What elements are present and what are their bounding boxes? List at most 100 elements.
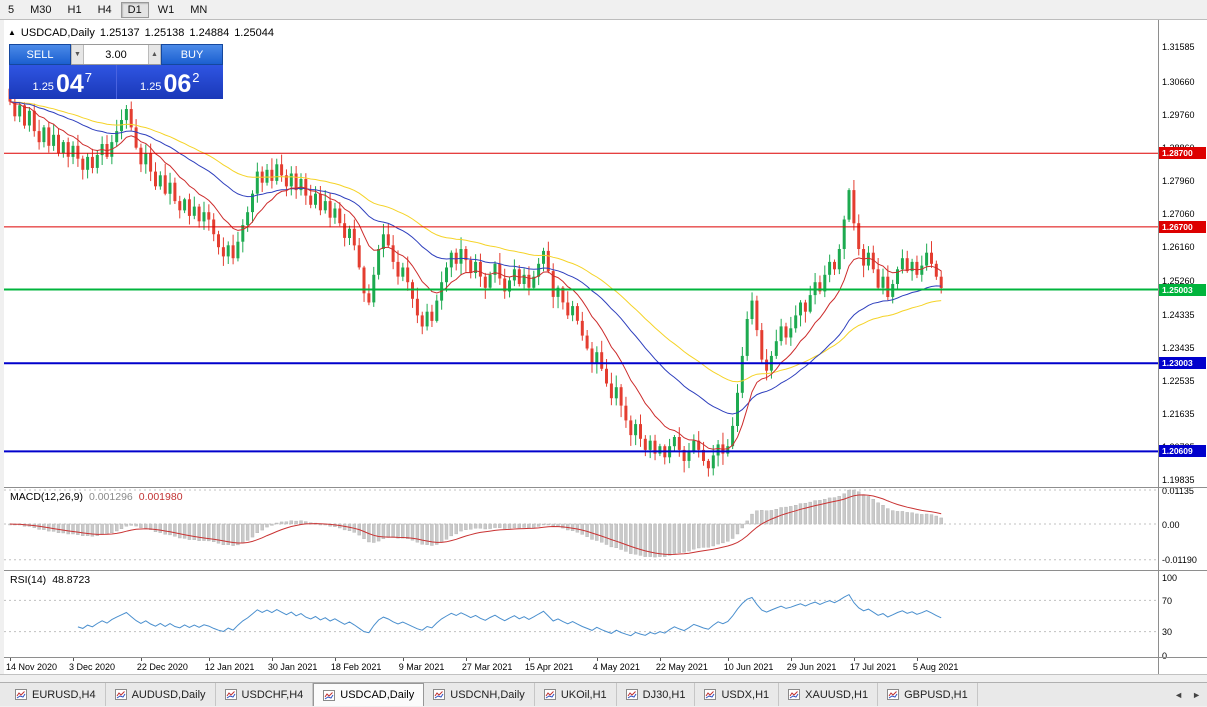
- price-axis-label: 1.21635: [1162, 409, 1195, 420]
- rsi-axis-label: 0: [1162, 650, 1168, 661]
- macd-signal-value: 0.001980: [138, 491, 183, 503]
- ask-price-sup: 2: [192, 70, 200, 85]
- bid-price-panel[interactable]: 1.25 04 7: [9, 65, 117, 99]
- price-axis-label: 1.19835: [1162, 475, 1195, 486]
- date-tick: [271, 658, 273, 661]
- rsi-title-text: RSI(14): [10, 574, 47, 586]
- timeframe-button-h4[interactable]: H4: [97, 3, 112, 16]
- rsi-axis-label: 70: [1162, 595, 1173, 606]
- chart-icon: [224, 689, 237, 700]
- price-axis-label: 1.22535: [1162, 375, 1195, 386]
- price-level-badge: 1.20609: [1159, 445, 1206, 458]
- price-axis-label: 1.30660: [1162, 76, 1195, 87]
- tab-label: XAUUSD,H1: [805, 688, 869, 701]
- volume-up-icon[interactable]: ▲: [148, 45, 161, 64]
- date-axis-label: 4 May 2021: [592, 662, 640, 672]
- tabs-scroll-left-button[interactable]: ◄: [1174, 690, 1184, 700]
- date-tick: [10, 658, 11, 661]
- chart-tab-eurusd[interactable]: EURUSD,H4: [6, 683, 106, 706]
- timeframe-button-5[interactable]: 5: [8, 3, 15, 16]
- price-level-badge: 1.28700: [1159, 147, 1206, 160]
- sell-button[interactable]: SELL: [9, 44, 71, 65]
- one-click-trading-widget: SELL ▼ 3.00 ▲ BUY 1.25 04 7 1.25 06 2: [9, 44, 223, 99]
- volume-down-icon[interactable]: ▼: [71, 45, 84, 64]
- price-axis-label: 1.26160: [1162, 242, 1195, 253]
- rsi-axis-label: 100: [1162, 572, 1178, 583]
- date-tick: [140, 658, 142, 661]
- widget-collapse-icon[interactable]: ▲: [8, 27, 16, 37]
- price-axis-label: 1.25260: [1162, 275, 1195, 286]
- quote-close: 1.25044: [234, 27, 274, 39]
- price-level-badge: 1.25003: [1159, 283, 1206, 296]
- chart-tab-ukoil[interactable]: UKOil,H1: [535, 683, 617, 706]
- chart-icon: [704, 689, 717, 700]
- chart-tab-gbpusd[interactable]: GBPUSD,H1: [878, 683, 978, 706]
- price-axis-label: 1.27060: [1162, 209, 1195, 220]
- ask-price-panel[interactable]: 1.25 06 2: [116, 65, 223, 99]
- quote-open: 1.25137: [99, 27, 140, 39]
- panel-separator[interactable]: [4, 487, 1207, 488]
- tab-label: AUDUSD,Daily: [131, 688, 206, 701]
- date-tick: [853, 658, 855, 661]
- tabs-scroll-right-button[interactable]: ►: [1192, 690, 1201, 700]
- chart-symbol-label: USDCAD,Daily: [20, 27, 95, 39]
- chart-background: [4, 20, 1207, 674]
- price-axis-label: 1.29760: [1162, 109, 1195, 120]
- chart-icon: [114, 689, 127, 700]
- chart-tab-xauusd[interactable]: XAUUSD,H1: [779, 683, 879, 706]
- chart-ohlc-line: ▲ USDCAD,Daily 1.25137 1.25138 1.24884 1…: [8, 27, 274, 39]
- ma-line-12: [9, 101, 942, 450]
- date-tick: [727, 658, 729, 661]
- chart-icon: [887, 689, 900, 700]
- date-axis-label: 27 Mar 2021: [461, 662, 513, 672]
- timeframe-button-m30[interactable]: M30: [30, 3, 52, 16]
- chart-tab-usdcnh[interactable]: USDCNH,Daily: [424, 683, 535, 706]
- timeframe-button-w1[interactable]: W1: [157, 3, 175, 16]
- tab-label: EURUSD,H4: [32, 688, 96, 701]
- date-axis-label: 30 Jan 2021: [267, 662, 318, 672]
- date-axis-label: 15 Apr 2021: [524, 662, 574, 672]
- panel-separator: [4, 657, 1207, 658]
- chart-tab-usdx[interactable]: USDX,H1: [695, 683, 780, 706]
- macd-panel-canvas[interactable]: [4, 488, 1158, 570]
- chart-icon: [788, 689, 801, 700]
- timeframe-button-mn[interactable]: MN: [190, 3, 208, 16]
- timeframe-button-h1[interactable]: H1: [67, 3, 82, 16]
- price-chart-canvas[interactable]: [4, 20, 1158, 487]
- horizontal-scrollbar[interactable]: [0, 674, 1207, 682]
- ma-line-34: [9, 101, 942, 415]
- chart-tab-dj30[interactable]: DJ30,H1: [617, 683, 696, 706]
- date-tick: [73, 658, 74, 661]
- chart-tab-usdchf[interactable]: USDCHF,H4: [216, 683, 314, 706]
- date-axis-label: 3 Dec 2020: [69, 662, 116, 672]
- price-axis-label: 1.27960: [1162, 176, 1195, 186]
- chart-icon: [323, 689, 336, 701]
- date-axis-label: 22 May 2021: [655, 662, 708, 672]
- timeframe-button-d1[interactable]: D1: [120, 1, 149, 18]
- ask-price-big: 06: [163, 70, 192, 98]
- chart-icon: [625, 689, 638, 700]
- buy-button[interactable]: BUY: [161, 44, 223, 65]
- ask-price-prefix: 1.25: [140, 81, 162, 93]
- chart-tab-audusd[interactable]: AUDUSD,Daily: [106, 683, 216, 706]
- chart-tab-bar: EURUSD,H4 AUDUSD,Daily USDCHF,H4 USDCAD,Dai…: [0, 682, 1207, 706]
- ma-line-55: [9, 101, 942, 383]
- rsi-line: [77, 593, 942, 637]
- tab-label: UKOil,H1: [560, 688, 607, 701]
- date-tick: [596, 658, 598, 661]
- volume-input[interactable]: 3.00: [105, 48, 127, 61]
- date-tick: [659, 658, 661, 661]
- date-axis: 14 Nov 2020 3 Dec 2020 22 Dec 2020 12 Jan 2…: [4, 658, 1158, 674]
- date-tick: [465, 658, 467, 661]
- date-tick: [528, 658, 530, 661]
- chart-tab-usdcad[interactable]: USDCAD,Daily: [313, 683, 425, 706]
- tab-label: USDCHF,H4: [241, 688, 304, 701]
- price-axis-separator: [1158, 20, 1159, 674]
- macd-main-value: 0.001296: [88, 491, 133, 503]
- date-axis-label: 5 Aug 2021: [912, 662, 959, 672]
- date-axis-label: 14 Nov 2020: [6, 662, 58, 672]
- date-tick: [916, 658, 918, 661]
- rsi-panel-canvas[interactable]: [4, 571, 1158, 657]
- panel-separator[interactable]: [4, 570, 1207, 571]
- date-tick: [208, 658, 210, 661]
